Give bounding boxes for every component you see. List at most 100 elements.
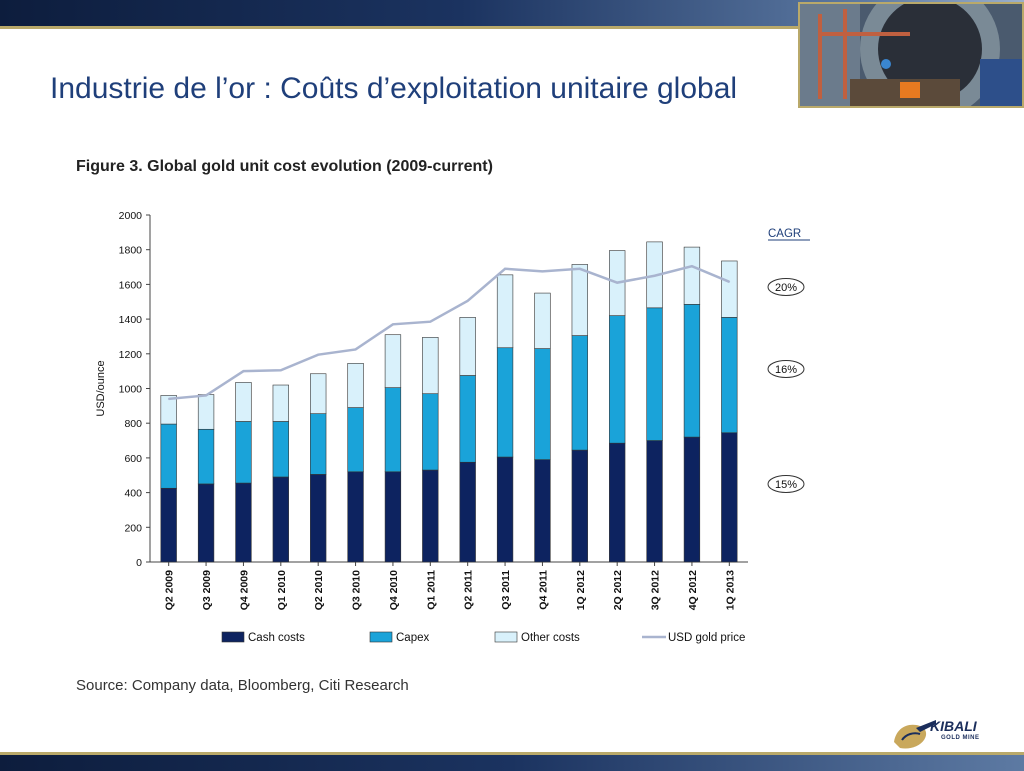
gold-price-point [242,370,245,372]
bar-other-costs [534,292,551,349]
bar-cash-costs [347,471,364,563]
gold-price-point [504,267,506,270]
x-tick-label: Q2 2011 [463,570,475,610]
bar-cash-costs [197,483,215,563]
figure-title: Figure 3. Global gold unit cost evolutio… [76,158,493,175]
bar-capex [683,304,701,438]
y-tick-label: 1400 [119,314,143,326]
gold-price-point [616,281,618,284]
bar-capex [347,407,364,473]
bar-cash-costs [272,476,289,563]
bar-other-costs [683,246,701,305]
cagr-oval [767,360,805,378]
bar-other-costs [197,394,215,430]
x-tick-label: Q1 2011 [425,570,437,610]
stacked-bar-chart: 0 200 400 600 800 1000 1200 1400 1600 1800 2000 USD… [95,210,810,644]
bar-cash-costs [721,432,738,563]
bar-capex [384,387,402,473]
y-tick-label: 1000 [119,384,143,396]
x-tick-label: 2Q 2012 [612,570,624,610]
bar-other-costs [384,334,402,388]
x-tick-label: Q3 2010 [351,570,363,610]
x-tick-label: 4Q 2012 [687,570,699,610]
legend-label: Other costs [521,632,580,644]
gold-price-point [579,267,581,270]
bar-other-costs [422,337,439,395]
bar-cash-costs [496,456,514,563]
bar-cash-costs [422,469,439,563]
bar-cash-costs [646,440,663,563]
bar-cash-costs [310,474,327,563]
bar-capex [721,317,738,434]
x-tick-label: 3Q 2012 [650,570,662,610]
y-tick-label: 800 [124,418,142,430]
gold-price-point [317,353,319,356]
bar-cash-costs [683,436,701,563]
gold-price-point [167,398,170,400]
gold-price-point [728,280,731,283]
gold-price-point [653,274,656,277]
gold-price-line [168,264,730,401]
bar-capex [609,315,626,444]
slide-title: Industrie de l’or : Coûts d’exploitation… [50,72,738,105]
x-tick-label: 1Q 2012 [575,570,587,610]
gold-price-point [691,265,693,267]
gold-price-point [466,300,469,302]
x-tick-label: Q4 2009 [238,570,250,610]
bar-other-costs [347,363,364,408]
bar-capex [459,375,476,463]
gold-price-point [392,323,394,326]
bar-other-costs [235,382,252,422]
bar-cash-costs [609,442,626,563]
bar-capex [571,335,588,451]
bar-cash-costs [571,449,588,563]
bar-capex [646,307,663,441]
kibali-logo-icon [894,720,936,749]
y-tick-label: 600 [124,453,142,465]
y-tick-label: 1600 [119,279,143,291]
bar-capex [496,347,514,458]
legend-swatch [221,631,245,643]
bottom-banner [0,752,1024,771]
bar-other-costs [310,373,327,414]
gold-price-point [429,320,432,323]
x-tick-label: Q4 2010 [388,570,400,610]
bar-other-costs [160,395,177,425]
gold-price-point [280,369,282,372]
bar-capex [534,348,551,460]
cagr-label: 15% [775,479,797,491]
cagr-oval [767,278,805,296]
y-tick-label: 2000 [119,210,143,222]
gold-price-point [354,348,357,351]
gold-price-point [541,270,544,273]
y-tick-label: 400 [124,488,142,500]
logo-wordmark: KIBALI [930,718,977,734]
x-tick-label: 1Q 2013 [724,570,736,610]
y-tick-label: 1200 [119,349,143,361]
bar-cash-costs [235,482,252,563]
bar-other-costs [721,260,738,318]
legend-label: Cash costs [248,632,305,644]
bar-capex [160,423,177,489]
bar-capex [422,393,439,471]
y-tick-label: 1800 [119,245,143,257]
bar-capex [235,421,252,484]
bar-cash-costs [160,487,177,563]
legend-swatch [369,631,393,643]
bar-capex [197,428,215,485]
x-tick-label: Q1 2010 [276,570,288,610]
bar-cash-costs [459,461,476,563]
logo-subtitle: GOLD MINE [941,735,980,741]
y-tick-label: 0 [136,557,142,569]
x-tick-label: Q4 2011 [537,570,549,610]
x-tick-label: Q3 2009 [201,570,213,610]
cagr-oval [767,475,805,493]
bar-other-costs [571,264,588,336]
bar-capex [310,413,327,475]
legend-label: Capex [396,632,429,644]
bar-other-costs [459,317,476,376]
mine-photo [798,2,1024,108]
x-tick-label: Q2 2009 [164,570,176,610]
x-tick-label: Q3 2011 [500,570,512,610]
bar-cash-costs [384,471,402,563]
